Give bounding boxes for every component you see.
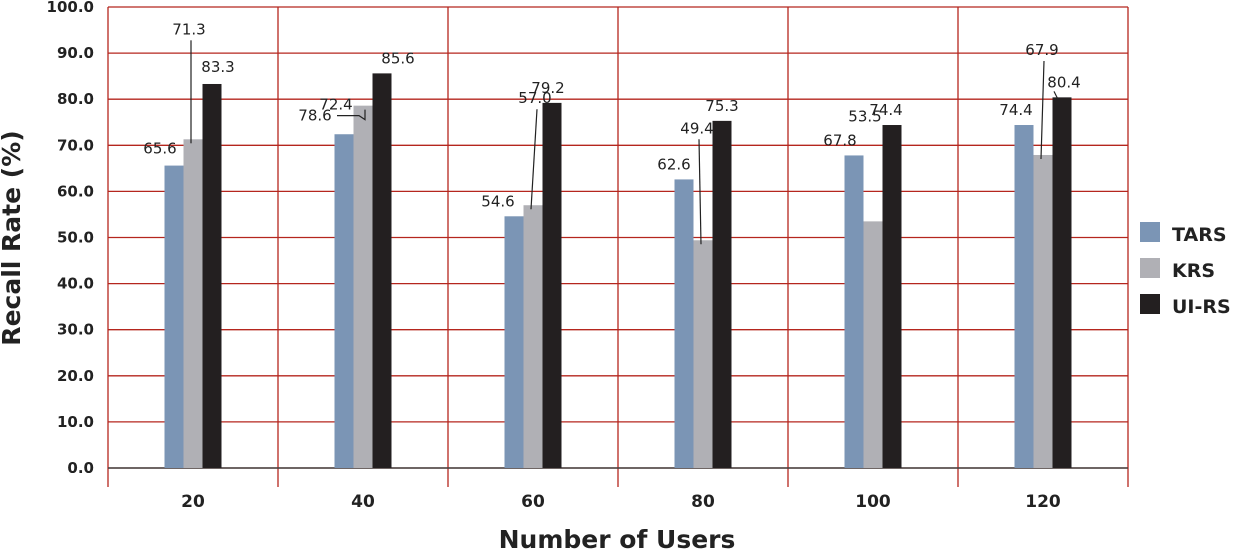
label-leader-lines — [190, 40, 1059, 245]
x-tick-label: 120 — [1025, 492, 1061, 512]
bar-krs-120 — [1033, 154, 1053, 468]
leader-line-krs-120 — [1040, 60, 1045, 159]
x-tick-label: 40 — [351, 492, 375, 512]
y-tick-label: 70.0 — [57, 136, 94, 154]
bar-ui-rs-80 — [712, 120, 732, 468]
y-axis-title: Recall Rate (%) — [0, 130, 26, 345]
bar-krs-60 — [523, 205, 543, 469]
leader-line-ui-rs-120 — [1053, 91, 1059, 100]
x-axis-title: Number of Users — [499, 525, 736, 549]
leader-line-krs-40 — [337, 109, 366, 121]
data-label-tars-100: 67.8 — [823, 131, 856, 149]
data-label-ui-rs-100: 74.4 — [869, 101, 902, 119]
x-axis-ticks: 20 40 60 80 100 120 — [181, 492, 1061, 512]
data-label-ui-rs-40: 85.6 — [381, 49, 414, 67]
legend-swatch-ui-rs — [1140, 294, 1160, 314]
y-tick-label: 10.0 — [57, 413, 94, 431]
bars — [164, 73, 1072, 469]
bar-krs-20 — [183, 139, 203, 468]
data-label-ui-rs-120: 80.4 — [1047, 73, 1080, 91]
grid — [107, 6, 1129, 487]
data-label-krs-80: 49.4 — [680, 119, 713, 137]
data-label-tars-60: 54.6 — [481, 192, 514, 210]
bar-tars-80 — [674, 179, 694, 468]
y-tick-label: 50.0 — [57, 229, 94, 247]
data-label-krs-60: 57.0 — [518, 89, 551, 107]
bar-ui-rs-20 — [202, 83, 222, 468]
bar-krs-100 — [863, 221, 883, 468]
legend-label-tars: TARS — [1172, 224, 1227, 246]
y-tick-label: 100.0 — [47, 0, 94, 16]
data-label-krs-40: 78.6 — [298, 107, 331, 125]
data-label-krs-100: 53.5 — [848, 107, 881, 125]
x-tick-label: 80 — [691, 492, 715, 512]
data-label-ui-rs-80: 75.3 — [705, 97, 738, 115]
bar-tars-120 — [1014, 125, 1034, 469]
data-label-tars-40: 72.4 — [319, 96, 352, 114]
x-tick-label: 60 — [521, 492, 545, 512]
bar-tars-100 — [844, 155, 864, 468]
bar-tars-20 — [164, 165, 184, 469]
data-label-krs-120: 67.9 — [1025, 41, 1058, 59]
data-label-tars-20: 65.6 — [143, 140, 176, 158]
bar-tars-60 — [504, 216, 524, 468]
legend-swatch-tars — [1140, 222, 1160, 242]
y-tick-label: 60.0 — [57, 182, 94, 200]
data-label-tars-80: 62.6 — [657, 155, 690, 173]
legend-label-ui-rs: UI-RS — [1172, 296, 1231, 318]
leader-line-krs-60 — [530, 109, 538, 210]
bar-ui-rs-40 — [372, 73, 392, 468]
bar-krs-80 — [693, 240, 713, 468]
bar-ui-rs-120 — [1052, 97, 1072, 468]
legend-swatch-krs — [1140, 258, 1160, 278]
y-tick-label: 20.0 — [57, 367, 94, 385]
legend: TARS KRS UI-RS — [1140, 222, 1231, 318]
y-tick-label: 40.0 — [57, 275, 94, 293]
x-tick-label: 100 — [855, 492, 891, 512]
bar-ui-rs-100 — [882, 125, 902, 469]
y-tick-label: 0.0 — [67, 459, 94, 477]
y-tick-label: 30.0 — [57, 321, 94, 339]
legend-label-krs: KRS — [1172, 260, 1215, 282]
bar-tars-40 — [334, 134, 354, 468]
data-label-krs-20: 71.3 — [172, 20, 205, 38]
data-labels: 65.6 72.4 54.6 62.6 67.8 74.4 71.3 78.6 57.0 49.4… — [143, 20, 1080, 210]
data-label-ui-rs-60: 79.2 — [531, 79, 564, 97]
y-tick-label: 90.0 — [57, 44, 94, 62]
y-axis-ticks: 0.0 10.0 20.0 30.0 40.0 50.0 60.0 70.0 80.0 90.0 1… — [47, 0, 94, 477]
data-label-tars-120: 74.4 — [999, 101, 1032, 119]
y-tick-label: 80.0 — [57, 90, 94, 108]
bar-ui-rs-60 — [542, 102, 562, 468]
bar-krs-40 — [353, 105, 373, 469]
leader-line-krs-80 — [698, 139, 702, 245]
x-tick-label: 20 — [181, 492, 205, 512]
data-label-ui-rs-20: 83.3 — [201, 58, 234, 76]
